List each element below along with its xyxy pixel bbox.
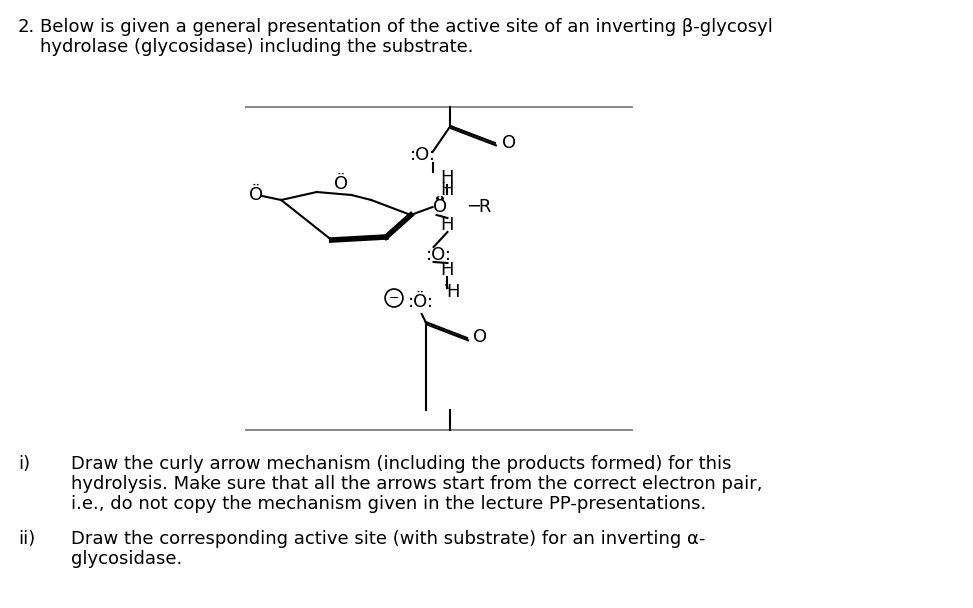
Text: −: −	[389, 291, 399, 305]
Text: 2.: 2.	[18, 18, 35, 36]
Text: hydrolase (glycosidase) including the substrate.: hydrolase (glycosidase) including the su…	[40, 38, 473, 56]
Text: O: O	[502, 134, 516, 152]
Text: Ö: Ö	[249, 186, 264, 204]
Text: H: H	[441, 261, 454, 279]
Text: H: H	[441, 181, 454, 199]
Text: Ö: Ö	[335, 175, 348, 193]
Text: :Ö:: :Ö:	[408, 293, 434, 311]
Text: Draw the corresponding active site (with substrate) for an inverting α-: Draw the corresponding active site (with…	[71, 530, 705, 548]
Text: Ö: Ö	[433, 198, 447, 216]
Text: glycosidase.: glycosidase.	[71, 550, 183, 568]
Text: ─R: ─R	[468, 198, 491, 216]
Text: Draw the curly arrow mechanism (including the products formed) for this: Draw the curly arrow mechanism (includin…	[71, 455, 732, 473]
Text: hydrolysis. Make sure that all the arrows start from the correct electron pair,: hydrolysis. Make sure that all the arrow…	[71, 475, 763, 493]
Text: i): i)	[18, 455, 30, 473]
Text: i.e., do not copy the mechanism given in the lecture PP-presentations.: i.e., do not copy the mechanism given in…	[71, 495, 706, 513]
Polygon shape	[383, 213, 411, 239]
Text: :O:: :O:	[425, 246, 451, 264]
Text: Below is given a general presentation of the active site of an inverting β-glyco: Below is given a general presentation of…	[40, 18, 773, 36]
Text: O: O	[473, 328, 487, 346]
Text: H: H	[447, 283, 460, 301]
Text: H: H	[441, 169, 454, 187]
Text: H: H	[441, 216, 454, 234]
Text: :O:: :O:	[410, 146, 436, 164]
Text: ii): ii)	[18, 530, 35, 548]
